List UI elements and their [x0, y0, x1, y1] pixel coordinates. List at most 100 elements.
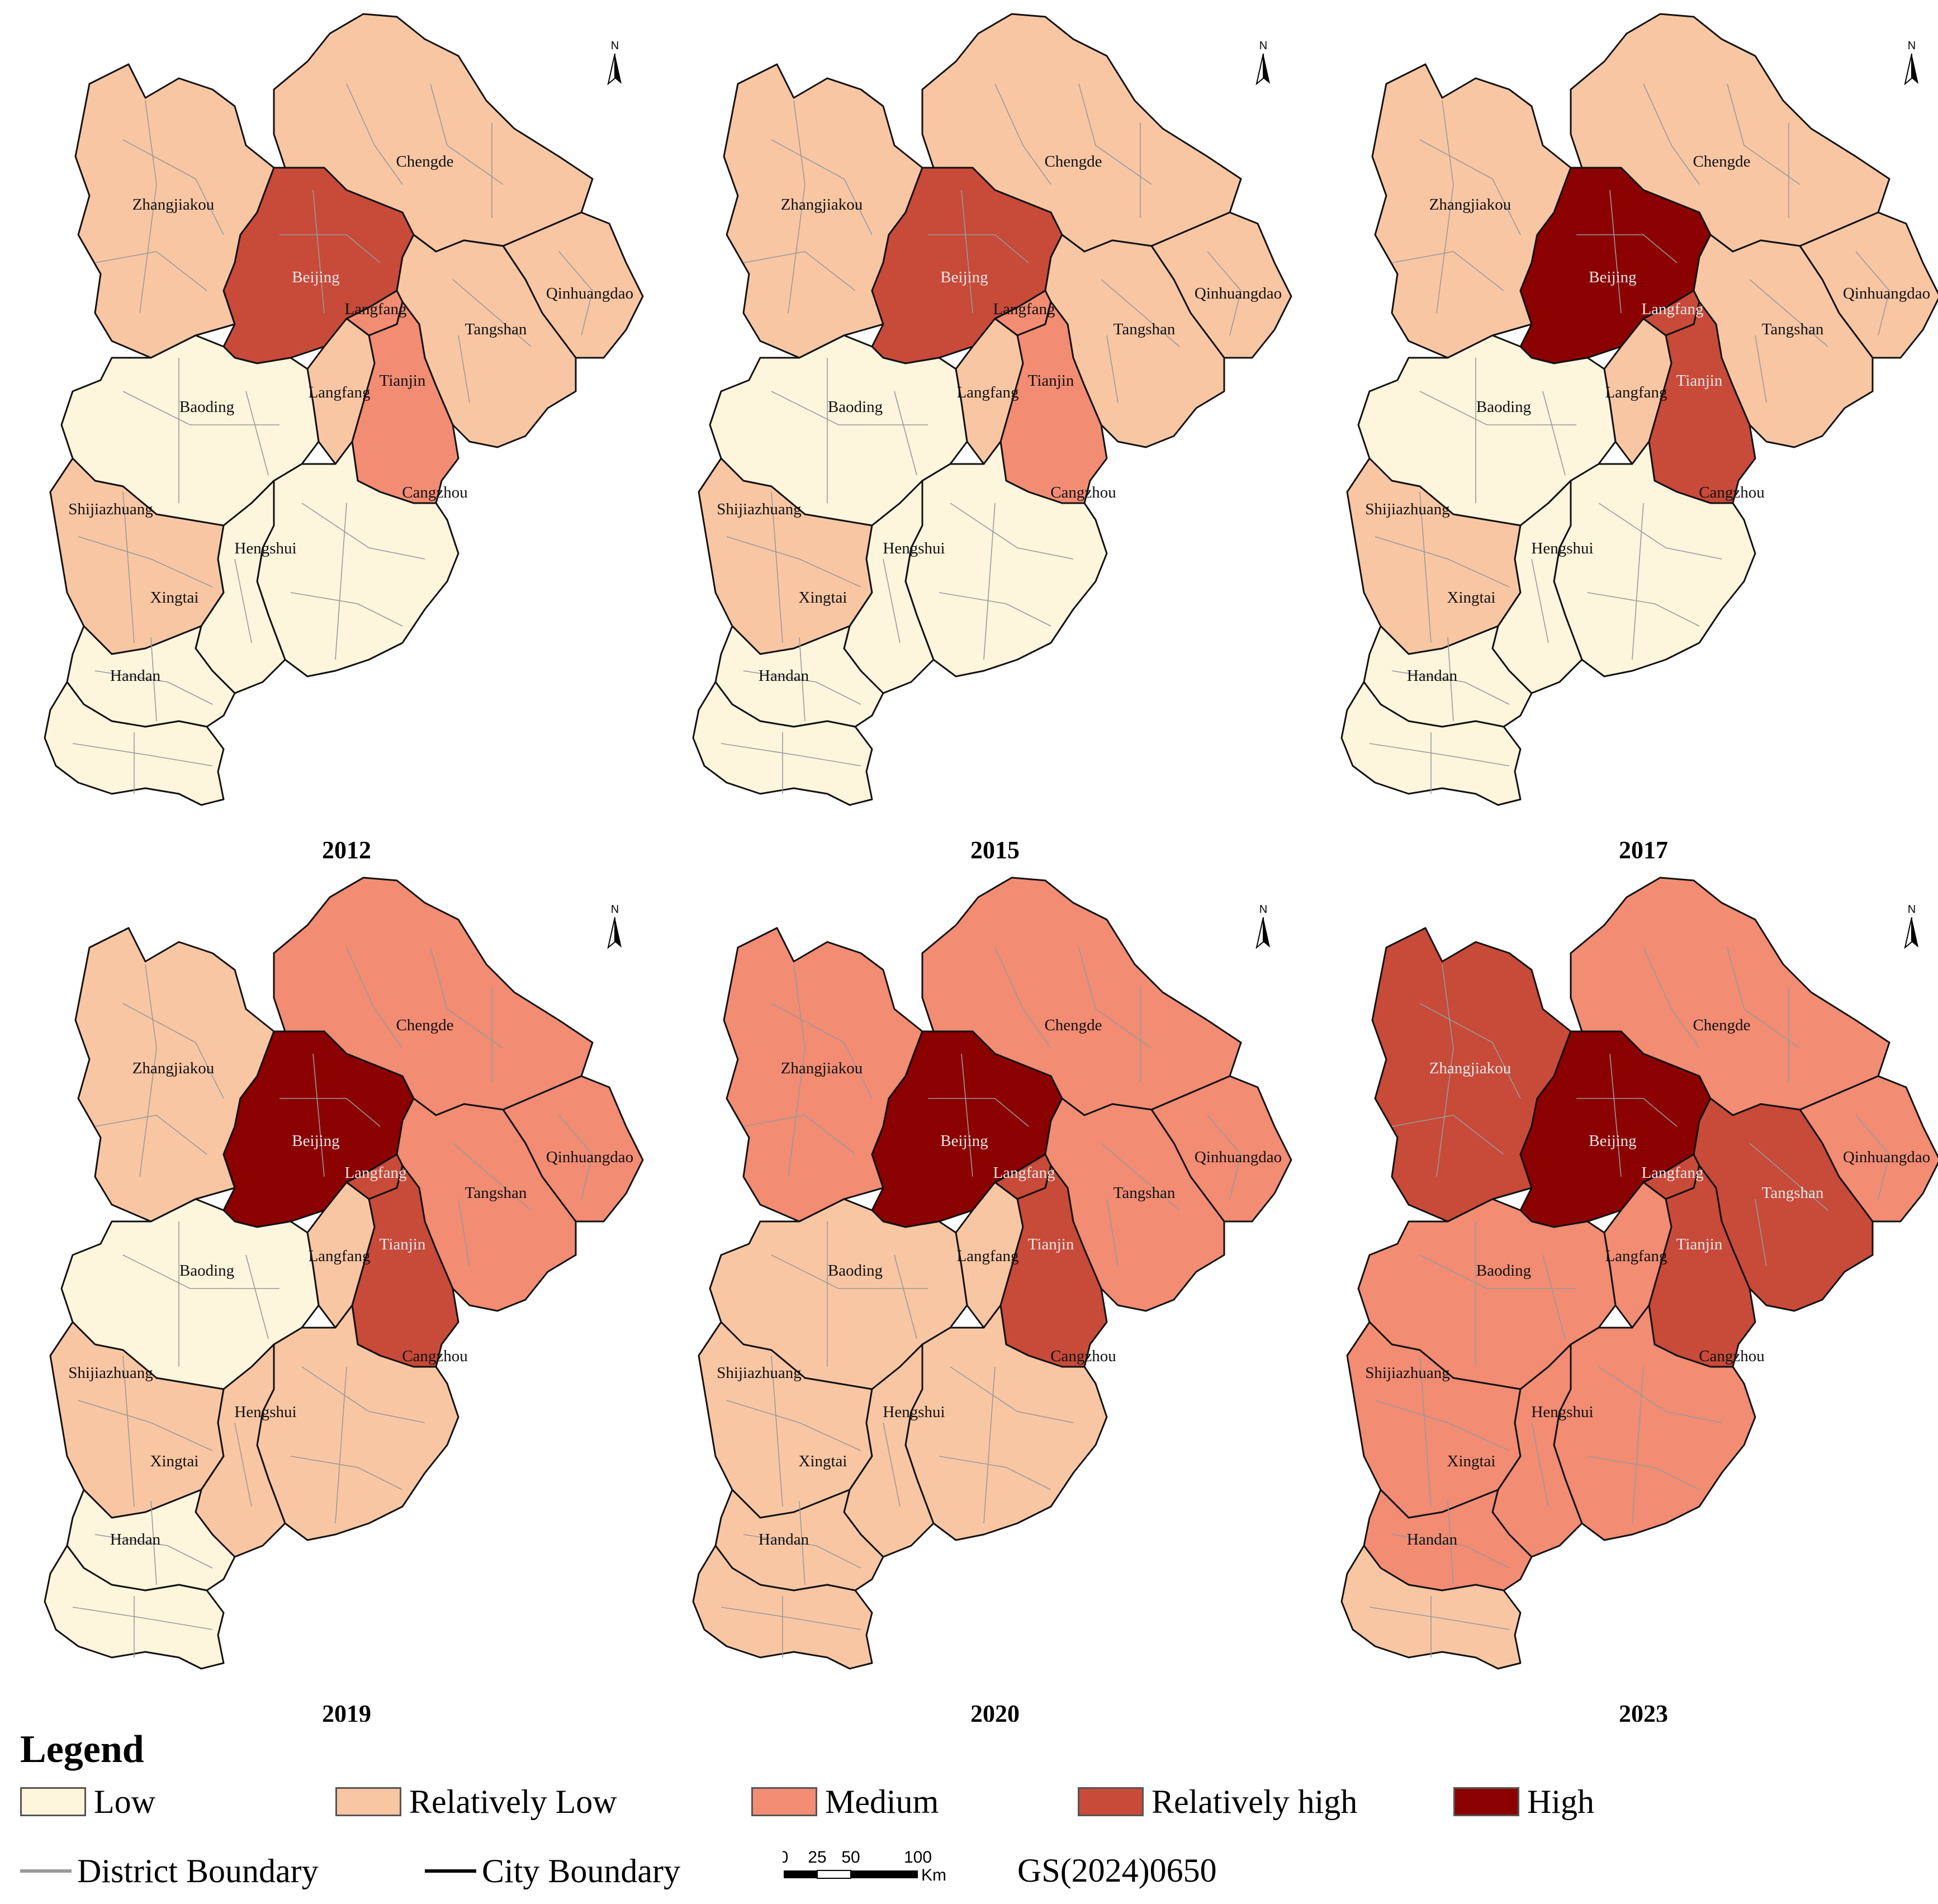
district-line: [1436, 100, 1454, 314]
district-line: [1576, 1098, 1678, 1127]
legend-label-relatively-low: Relatively Low: [409, 1783, 617, 1820]
city-label-tianjin: Tianjin: [1676, 1235, 1723, 1253]
district-line: [430, 947, 504, 1049]
city-label-chengde: Chengde: [1044, 1016, 1102, 1034]
district-line: [771, 1003, 873, 1099]
district-line: [452, 279, 532, 347]
city-label-tangshan: Tangshan: [465, 320, 527, 338]
district-line: [122, 491, 135, 643]
city-label-handan: Handan: [1407, 667, 1458, 685]
district-line: [1391, 251, 1504, 291]
district-line: [1576, 234, 1678, 263]
district-line: [950, 503, 1074, 560]
district-line: [122, 139, 224, 235]
legend-label-low: Low: [94, 1783, 155, 1820]
district-line: [1369, 743, 1510, 766]
district-line: [1436, 964, 1454, 1177]
city-label-hengshui: Hengshui: [1531, 1403, 1593, 1421]
city-label-cangzhou: Cangzhou: [402, 1347, 468, 1365]
city-label-baoding: Baoding: [828, 1262, 883, 1280]
district-line: [1587, 592, 1700, 627]
city-label-shijiazhuang: Shijiazhuang: [1365, 500, 1449, 518]
legend-item-low: Low: [20, 1782, 155, 1821]
region-beijing: [1519, 167, 1712, 364]
district-line: [1419, 1355, 1432, 1507]
city-label-hengshui: Hengshui: [234, 539, 296, 557]
region-beijing: [222, 167, 415, 364]
region-beijing: [1519, 1030, 1712, 1228]
city-label-zhangjiakou: Zhangjiakou: [1429, 1059, 1511, 1077]
scale-bar: 0 25 50 100 Km: [783, 1848, 946, 1884]
city-label-langfang-south: Langfang: [1605, 383, 1667, 401]
district-line: [312, 190, 325, 314]
district-line: [743, 670, 861, 705]
district-line: [721, 1607, 861, 1630]
city-label-shijiazhuang: Shijiazhuang: [68, 500, 153, 518]
city-label-handan: Handan: [759, 667, 809, 685]
district-line: [1632, 503, 1644, 660]
district-line: [1375, 1400, 1510, 1451]
city-label-tianjin: Tianjin: [380, 1235, 426, 1253]
district-line: [94, 1534, 213, 1569]
district-line: [1419, 1003, 1521, 1099]
city-label-handan: Handan: [759, 1531, 809, 1548]
district-line: [771, 1254, 928, 1289]
city-label-beijing: Beijing: [292, 268, 339, 286]
district-line: [1643, 83, 1700, 185]
city-label-baoding: Baoding: [1476, 398, 1531, 416]
city-label-langfang-south: Langfang: [308, 1247, 370, 1265]
district-line: [122, 1355, 135, 1507]
district-line: [1419, 491, 1432, 643]
district-line: [983, 503, 996, 660]
city-label-tangshan: Tangshan: [1762, 320, 1824, 338]
district-line: [771, 1355, 783, 1507]
legend-swatch-relatively-high: [1078, 1787, 1144, 1816]
district-line: [1632, 1366, 1644, 1524]
district-line: [994, 83, 1051, 185]
scale-unit: Km: [921, 1866, 946, 1884]
district-line: [1106, 1199, 1119, 1267]
legend-item-medium: Medium: [751, 1782, 939, 1821]
scale-tick-25: 25: [808, 1848, 826, 1867]
district-line: [1587, 1456, 1700, 1490]
north-arrow-icon: N: [607, 40, 622, 86]
region-beijing: [871, 1030, 1063, 1228]
district-line: [883, 558, 901, 643]
city-label-qinhuangdao: Qinhuangdao: [1195, 285, 1282, 302]
map-panel-2020: Zhangjiakou Chengde Beijing Qinhuangdao Tang…: [692, 877, 1292, 1670]
district-line: [1598, 503, 1722, 560]
city-label-cangzhou: Cangzhou: [1699, 1347, 1765, 1365]
district-line: [452, 1143, 532, 1211]
district-line: [458, 1199, 470, 1267]
city-label-beijing: Beijing: [940, 1132, 988, 1150]
city-label-baoding: Baoding: [828, 398, 883, 416]
district-line: [1207, 251, 1242, 336]
district-line: [301, 503, 425, 560]
north-label: N: [1908, 40, 1916, 52]
district-line: [558, 1115, 593, 1200]
district-line: [1447, 1500, 1454, 1585]
district-line: [346, 947, 403, 1049]
city-boundary-line-icon: [425, 1869, 476, 1873]
region-beijing: [222, 1030, 415, 1228]
district-line: [721, 743, 861, 766]
district-line: [743, 1534, 861, 1569]
district-line: [290, 1456, 403, 1490]
north-arrow-icon: N: [607, 903, 622, 949]
city-label-tianjin: Tianjin: [1028, 1235, 1074, 1253]
legend-swatch-high: [1453, 1787, 1519, 1816]
district-line: [1855, 251, 1890, 336]
district-line: [234, 1422, 252, 1507]
legend-label-city-boundary: City Boundary: [482, 1852, 680, 1889]
district-line: [72, 1607, 213, 1630]
year-label-2012: 2012: [322, 836, 371, 864]
district-line: [72, 743, 213, 766]
city-label-cangzhou: Cangzhou: [1699, 484, 1765, 501]
city-label-chengde: Chengde: [1693, 1016, 1750, 1034]
district-line: [799, 637, 805, 722]
district-line: [1369, 1607, 1510, 1630]
city-label-baoding: Baoding: [1476, 1262, 1531, 1280]
map-panel-2023: Zhangjiakou Chengde Beijing Qinhuangdao Tang…: [1340, 877, 1938, 1670]
city-label-langfang-south: Langfang: [956, 383, 1018, 401]
city-label-xingtai: Xingtai: [1447, 589, 1496, 607]
